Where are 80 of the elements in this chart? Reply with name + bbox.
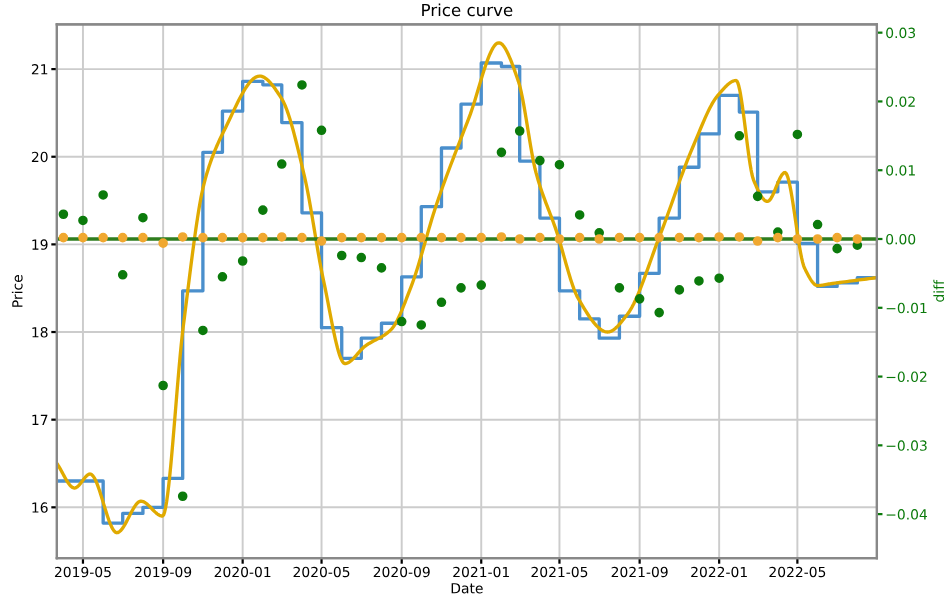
point: [594, 234, 605, 244]
point: [217, 232, 228, 243]
point: [376, 232, 387, 243]
point: [117, 232, 128, 243]
point: [614, 283, 625, 293]
point: [396, 316, 407, 327]
point: [98, 232, 108, 243]
point: [138, 232, 148, 243]
point: [514, 126, 525, 136]
point: [574, 210, 585, 220]
point: [376, 263, 387, 273]
point: [634, 294, 645, 304]
point: [812, 219, 823, 230]
point: [177, 232, 188, 242]
point: [694, 276, 704, 286]
point: [117, 269, 128, 280]
point: [336, 250, 347, 261]
point: [58, 232, 69, 243]
point: [158, 238, 168, 248]
point: [177, 491, 188, 502]
point: [476, 280, 487, 290]
point: [276, 232, 287, 242]
point: [694, 232, 704, 243]
point: [456, 232, 466, 243]
point: [574, 232, 585, 243]
point: [316, 125, 327, 136]
point: [416, 320, 427, 330]
point: [535, 232, 545, 243]
point: [773, 232, 783, 243]
chart-title: Price curve: [422, 3, 513, 17]
point: [792, 234, 803, 244]
point: [654, 232, 664, 243]
point: [554, 159, 565, 170]
point: [832, 243, 842, 254]
point: [476, 232, 487, 243]
point: [297, 80, 307, 90]
point: [336, 232, 347, 243]
point: [198, 325, 208, 336]
point: [297, 232, 307, 243]
point: [614, 232, 625, 243]
point: [217, 272, 228, 282]
point: [258, 205, 268, 215]
point: [714, 273, 724, 283]
point: [514, 234, 525, 244]
point: [237, 232, 248, 243]
point: [752, 236, 763, 246]
point: [416, 232, 427, 243]
point: [78, 215, 88, 226]
point: [198, 232, 208, 243]
point: [554, 234, 565, 244]
point: [496, 232, 507, 242]
point: [78, 232, 88, 243]
point: [734, 131, 745, 141]
point: [752, 191, 763, 202]
point: [734, 232, 745, 242]
point: [436, 297, 447, 308]
point: [832, 232, 842, 243]
point: [237, 256, 248, 266]
point: [356, 232, 367, 243]
point: [634, 232, 645, 243]
point: [356, 252, 367, 263]
point: [276, 159, 287, 169]
point: [852, 234, 863, 244]
point: [535, 155, 545, 166]
point: [396, 232, 407, 243]
point: [496, 147, 507, 158]
point: [674, 232, 685, 243]
point: [714, 232, 724, 242]
point: [258, 232, 268, 243]
point: [316, 236, 327, 246]
point: [792, 129, 803, 140]
point: [158, 380, 168, 391]
point: [812, 234, 823, 244]
point: [436, 232, 447, 243]
point: [58, 209, 69, 220]
point: [138, 212, 148, 223]
point: [674, 285, 685, 295]
point: [98, 190, 108, 200]
point: [456, 283, 466, 293]
point: [654, 307, 664, 318]
